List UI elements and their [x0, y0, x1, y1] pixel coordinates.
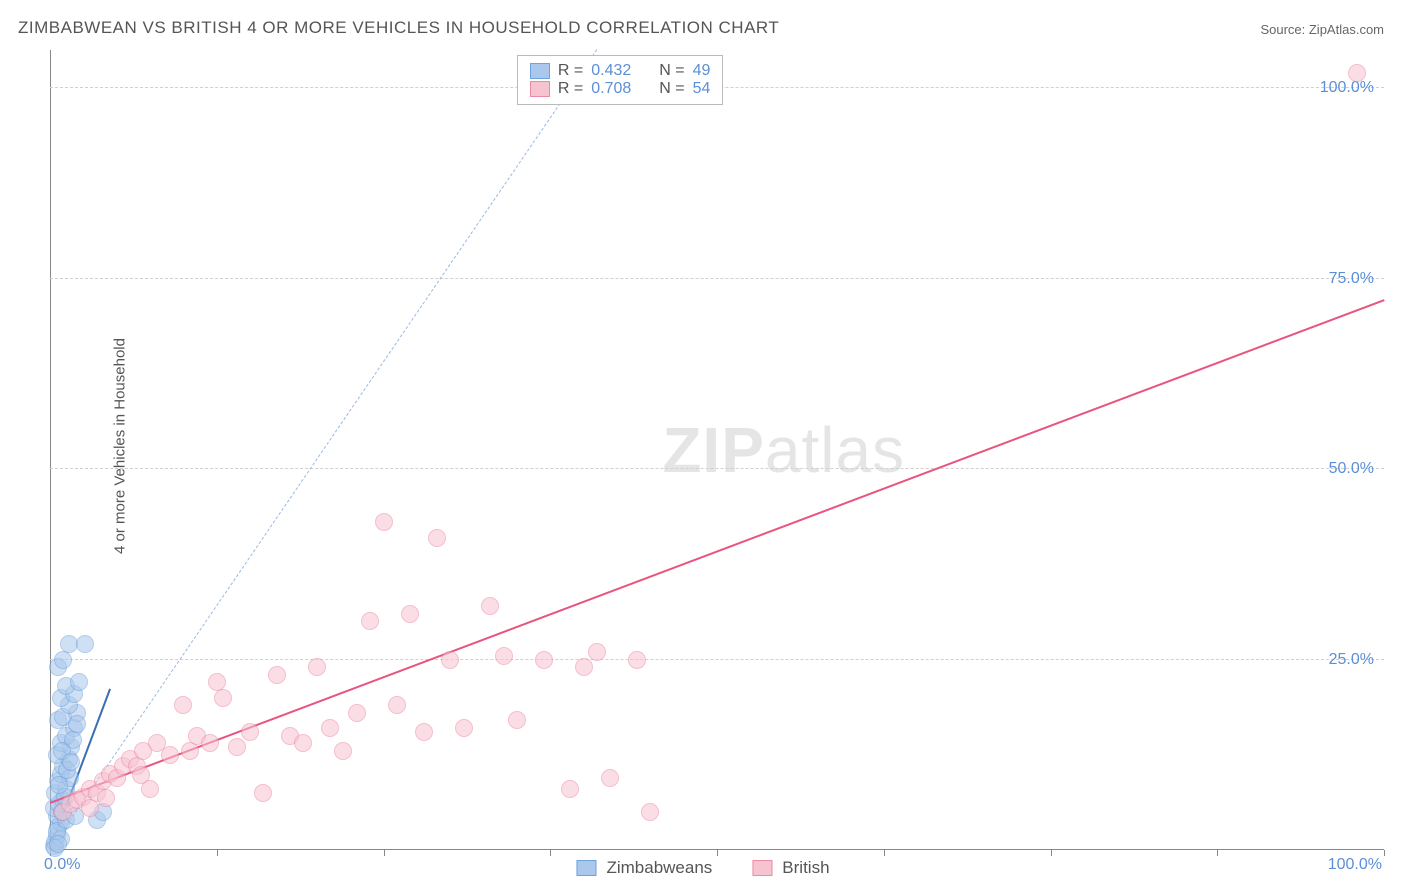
data-point	[375, 513, 393, 531]
data-point	[508, 711, 526, 729]
data-point	[361, 612, 379, 630]
data-point	[254, 784, 272, 802]
x-tick-label-max: 100.0%	[1328, 856, 1382, 874]
source-attribution: Source: ZipAtlas.com	[1260, 22, 1384, 37]
x-tick-label-min: 0.0%	[44, 856, 80, 874]
data-point	[132, 766, 150, 784]
legend-item-british: British	[752, 858, 829, 878]
data-point	[97, 789, 115, 807]
watermark-bold: ZIP	[662, 414, 765, 486]
data-point	[428, 529, 446, 547]
legend-item-zimbabweans: Zimbabweans	[576, 858, 712, 878]
data-point	[455, 719, 473, 737]
chart-title: ZIMBABWEAN VS BRITISH 4 OR MORE VEHICLES…	[18, 18, 779, 38]
data-point	[68, 715, 86, 733]
data-point	[76, 635, 94, 653]
legend-swatch	[530, 81, 550, 97]
legend-correlation-row: R = 0.708 N = 54	[530, 80, 711, 98]
data-point	[588, 643, 606, 661]
legend-n-value: 54	[693, 80, 711, 98]
data-point	[70, 673, 88, 691]
legend-n-label: N =	[659, 80, 684, 98]
data-point	[334, 742, 352, 760]
data-point	[401, 605, 419, 623]
data-point	[561, 780, 579, 798]
data-point	[81, 799, 99, 817]
data-point	[535, 651, 553, 669]
data-point	[495, 647, 513, 665]
data-point	[628, 651, 646, 669]
data-point	[294, 734, 312, 752]
legend-label-zimbabweans: Zimbabweans	[606, 858, 712, 878]
gridline	[50, 468, 1384, 469]
data-point	[575, 658, 593, 676]
data-point	[241, 723, 259, 741]
legend-r-label: R =	[558, 62, 583, 80]
data-point	[415, 723, 433, 741]
data-point	[268, 666, 286, 684]
legend-label-british: British	[782, 858, 829, 878]
legend-n-value: 49	[693, 62, 711, 80]
watermark: ZIPatlas	[662, 413, 905, 487]
legend-swatch-british	[752, 860, 772, 876]
data-point	[348, 704, 366, 722]
y-tick-label: 100.0%	[1320, 79, 1374, 97]
data-point	[388, 696, 406, 714]
data-point	[62, 753, 80, 771]
data-point	[641, 803, 659, 821]
x-tick	[884, 850, 885, 856]
y-tick-label: 75.0%	[1329, 270, 1374, 288]
x-tick	[1217, 850, 1218, 856]
x-tick	[217, 850, 218, 856]
x-tick	[384, 850, 385, 856]
data-point	[214, 689, 232, 707]
y-tick-label: 25.0%	[1329, 651, 1374, 669]
legend-bottom: Zimbabweans British	[576, 858, 829, 878]
watermark-light: atlas	[765, 414, 905, 486]
data-point	[174, 696, 192, 714]
scatter-plot-area: ZIPatlas 25.0%50.0%75.0%100.0%0.0%100.0%	[50, 50, 1384, 850]
legend-r-label: R =	[558, 80, 583, 98]
legend-correlation-box: R = 0.432 N = 49 R = 0.708 N = 54	[517, 55, 724, 105]
data-point	[161, 746, 179, 764]
x-tick	[717, 850, 718, 856]
legend-n-label: N =	[659, 62, 684, 80]
data-point	[201, 734, 219, 752]
data-point	[228, 738, 246, 756]
data-point	[308, 658, 326, 676]
legend-swatch-zimbabweans	[576, 860, 596, 876]
x-tick	[1384, 850, 1385, 856]
gridline	[50, 659, 1384, 660]
legend-correlation-row: R = 0.432 N = 49	[530, 62, 711, 80]
gridline	[50, 278, 1384, 279]
data-point	[1348, 64, 1366, 82]
data-point	[321, 719, 339, 737]
data-point	[601, 769, 619, 787]
y-tick-label: 50.0%	[1329, 460, 1374, 478]
x-tick	[1051, 850, 1052, 856]
data-point	[441, 651, 459, 669]
legend-swatch	[530, 63, 550, 79]
data-point	[481, 597, 499, 615]
legend-r-value: 0.708	[591, 80, 631, 98]
y-axis	[50, 50, 51, 850]
x-tick	[550, 850, 551, 856]
data-point	[49, 835, 67, 853]
legend-r-value: 0.432	[591, 62, 631, 80]
